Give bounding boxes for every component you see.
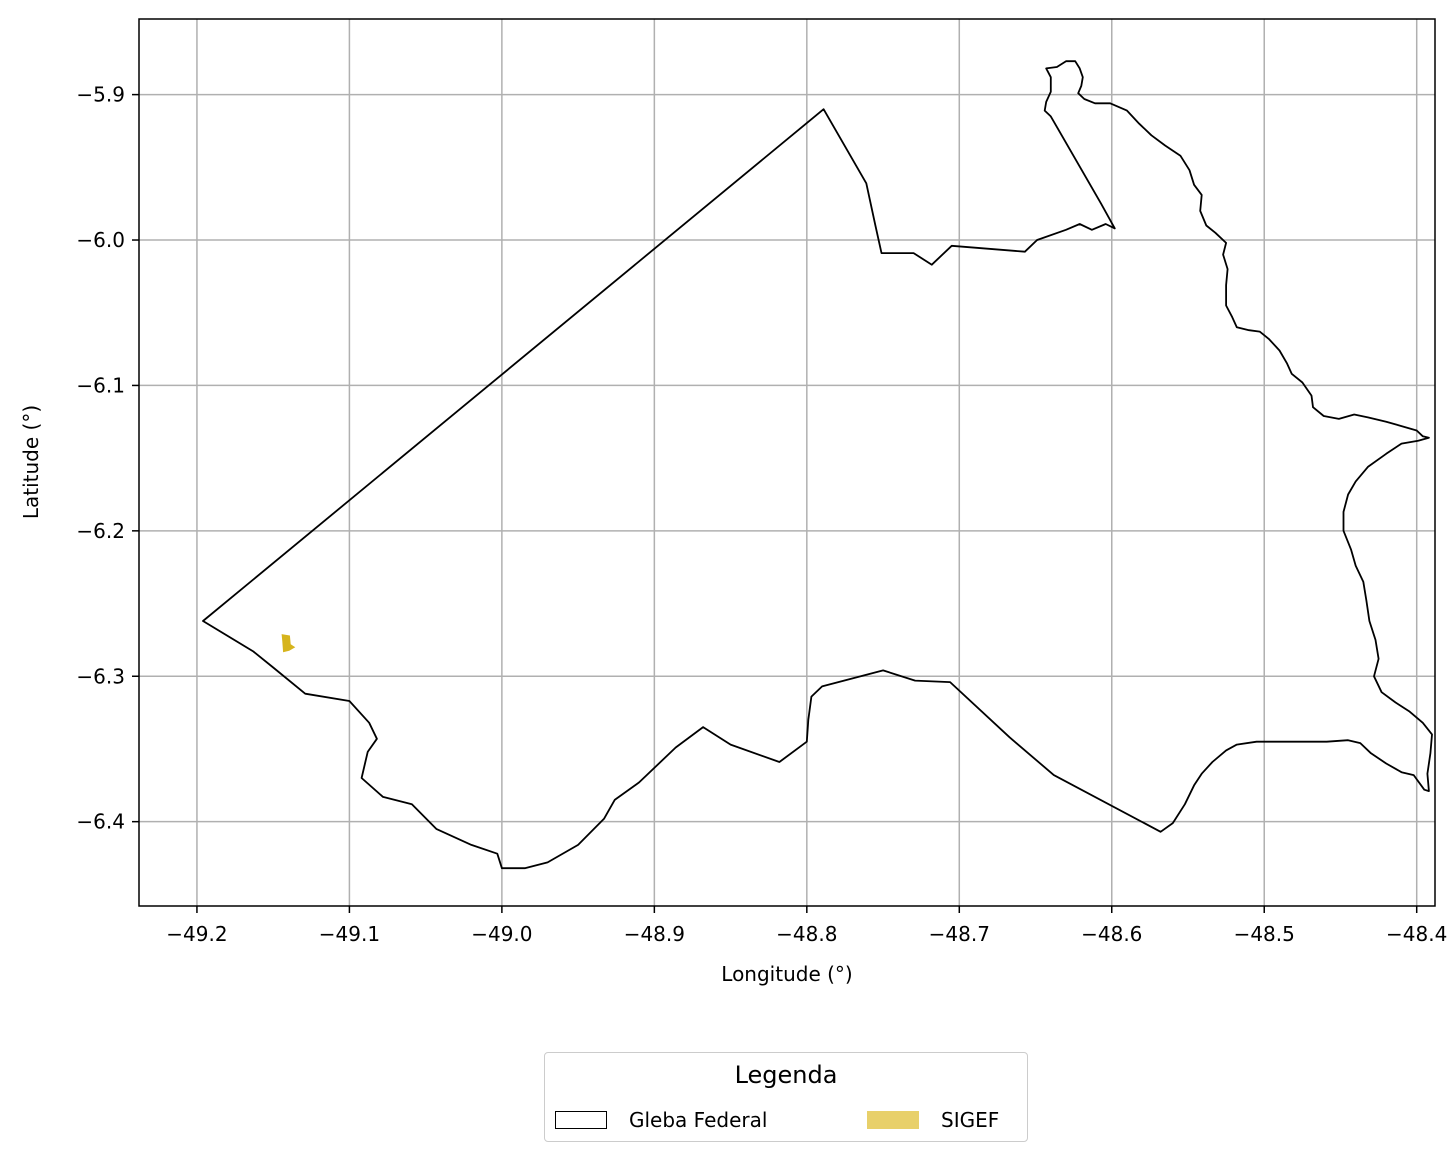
x-tick-label-8: −48.4 <box>1386 922 1447 946</box>
y-tick-label-0: −6.4 <box>76 810 125 834</box>
y-tick-label-1: −6.3 <box>76 664 125 688</box>
polygon-sigef <box>281 634 296 653</box>
map-figure: −49.2 −49.1 −49.0 −48.9 −48.8 −48.7 −48.6 −48.5… <box>19 18 1447 986</box>
grid-lines <box>139 19 1435 906</box>
y-axis-ticks: −6.4 −6.3 −6.2 −6.1 −6.0 −5.9 <box>76 83 139 834</box>
x-tick-label-3: −48.9 <box>624 922 685 946</box>
y-axis-label: Latitude (°) <box>19 405 43 519</box>
legend: Legenda Gleba Federal SIGEF <box>544 1052 1028 1142</box>
y-tick-label-5: −5.9 <box>76 83 125 107</box>
legend-entry-gleba-federal: Gleba Federal <box>555 1105 767 1135</box>
legend-entry-sigef: SIGEF <box>867 1105 999 1135</box>
x-tick-label-6: −48.6 <box>1081 922 1142 946</box>
legend-label-sigef: SIGEF <box>941 1108 1000 1132</box>
x-tick-label-0: −49.2 <box>166 922 227 946</box>
y-tick-label-4: −6.0 <box>76 228 125 252</box>
map-shapes <box>202 60 1433 870</box>
y-tick-label-2: −6.2 <box>76 519 125 543</box>
legend-label-gleba-federal: Gleba Federal <box>629 1108 768 1132</box>
x-tick-label-7: −48.5 <box>1234 922 1295 946</box>
y-tick-label-3: −6.1 <box>76 373 125 397</box>
legend-swatch-gleba-federal <box>555 1111 607 1129</box>
legend-swatch-sigef <box>867 1111 919 1129</box>
x-axis-label: Longitude (°) <box>721 962 852 986</box>
x-tick-label-5: −48.7 <box>929 922 990 946</box>
x-axis-ticks: −49.2 −49.1 −49.0 −48.9 −48.8 −48.7 −48.6 −48.5… <box>166 906 1447 946</box>
x-tick-label-4: −48.8 <box>776 922 837 946</box>
polygon-gleba-federal <box>202 60 1433 870</box>
legend-title: Legenda <box>734 1061 838 1089</box>
plot-frame <box>138 18 1436 907</box>
x-tick-label-1: −49.1 <box>319 922 380 946</box>
x-tick-label-2: −49.0 <box>471 922 532 946</box>
